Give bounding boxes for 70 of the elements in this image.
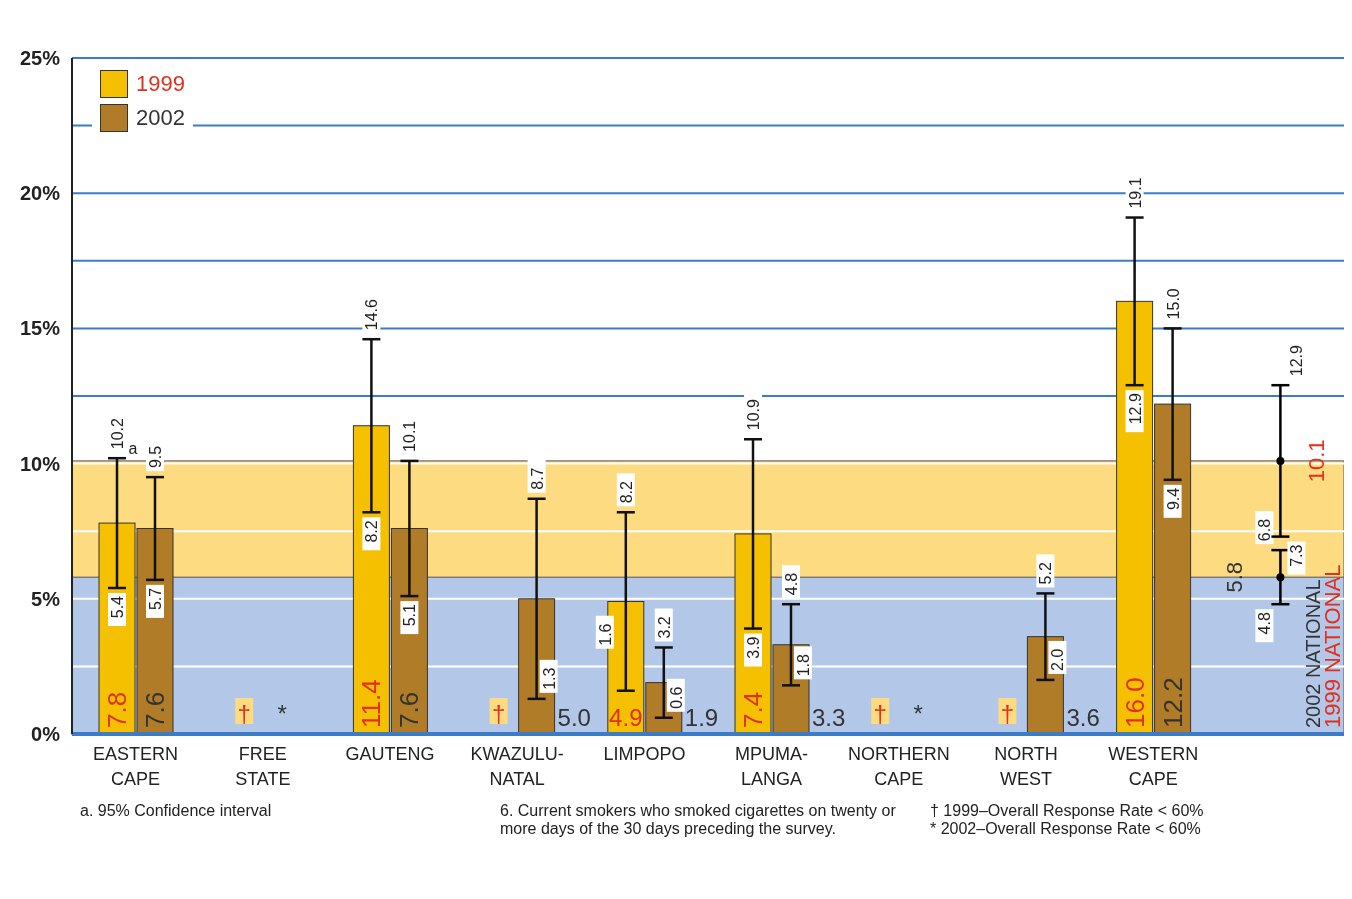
y-tick-label: 15% — [19, 317, 61, 340]
annotation: 10.2 — [109, 417, 126, 450]
annotation: 1.8 — [795, 653, 812, 677]
x-tick-label: GAUTENG — [345, 744, 435, 764]
annotation: 8.7 — [528, 467, 546, 490]
y-tick-label: 0% — [31, 723, 61, 745]
data-label: 10.1 — [1304, 439, 1330, 483]
annotation: 2.0 — [1049, 648, 1067, 671]
data-label: 5.0 — [557, 704, 591, 731]
text: * — [277, 700, 287, 727]
text: * 2002–Overall Response Rate < 60% — [930, 820, 1202, 838]
x-tick-label: WESTERN CAPE — [1108, 744, 1199, 789]
legend-label: 1999 — [136, 71, 185, 97]
annotation: 5.2 — [1037, 562, 1055, 585]
text: † — [491, 700, 506, 727]
annotation: 1.3 — [540, 667, 558, 690]
annotation: 15.0 — [1164, 288, 1182, 320]
annotation: 5.1 — [401, 604, 419, 627]
data-label: 5.8 — [1222, 561, 1248, 593]
data-label: 7.8 — [102, 691, 132, 728]
annotation: 12.9 — [1288, 344, 1306, 377]
x-tick-label: LIMPOPO — [603, 744, 686, 764]
y-tick-label: 10% — [19, 452, 61, 475]
x-tick-label: MPUMA-LANGA — [735, 744, 809, 789]
annotation: a — [128, 440, 138, 458]
text: † 1999–Overall Response Rate < 60% — [930, 802, 1204, 820]
y-tick-label: 20% — [19, 182, 61, 205]
annotation: 10.1 — [401, 420, 419, 452]
data-label: 11.4 — [356, 679, 387, 728]
annotation: 6.8 — [1256, 518, 1274, 542]
data-label: 4.9 — [609, 704, 643, 731]
data-label: 7.6 — [140, 691, 170, 728]
annotation: 4.8 — [1256, 612, 1274, 635]
y-tick-label: 5% — [31, 587, 61, 610]
x-tick-label: KWAZULU-NATAL — [470, 744, 564, 789]
annotation: 5.7 — [147, 587, 164, 611]
annotation: 4.8 — [783, 572, 800, 596]
annotation: 14.6 — [363, 298, 381, 331]
annotation: 3.2 — [655, 616, 673, 639]
annotation: 10.9 — [745, 399, 762, 431]
annotation: 0.6 — [667, 686, 685, 709]
legend-label: 2002 — [136, 105, 185, 131]
annotation: 5.4 — [109, 595, 126, 619]
text: † — [1000, 700, 1015, 727]
text: a. 95% Confidence interval — [80, 802, 273, 821]
annotation: 9.4 — [1164, 487, 1182, 511]
text: † — [873, 700, 887, 727]
data-label: 12.2 — [1157, 677, 1188, 728]
y-tick-label: 25% — [19, 47, 61, 69]
text: 6. Current smokers who smoked cigarettes on twenty or more days of the 30 days preceding the survey. — [500, 802, 897, 838]
text: * — [913, 700, 923, 727]
data-label: 7.6 — [394, 691, 425, 728]
data-label: 16.0 — [1119, 677, 1150, 728]
annotation: 8.2 — [363, 520, 381, 543]
annotation: 9.5 — [147, 445, 164, 469]
data-label: 7.4 — [738, 691, 768, 728]
annotation: 1.6 — [596, 623, 614, 646]
annotation: 8.2 — [617, 480, 635, 504]
x-tick-label: NORTHERN CAPE — [847, 744, 950, 789]
data-label: 1.9 — [684, 704, 719, 731]
annotation: 12.9 — [1126, 393, 1144, 425]
annotation: 3.9 — [745, 636, 762, 659]
data-label: 3.6 — [1066, 704, 1100, 731]
x-tick-label: NORTH WEST — [994, 744, 1058, 789]
annotation: 7.3 — [1288, 544, 1306, 567]
x-tick-label: FREE STATE — [235, 744, 291, 789]
x-tick-label: EASTERN CAPE — [93, 744, 179, 789]
data-label: 3.3 — [812, 704, 846, 731]
annotation: 19.1 — [1126, 177, 1144, 209]
text: † — [237, 700, 251, 727]
